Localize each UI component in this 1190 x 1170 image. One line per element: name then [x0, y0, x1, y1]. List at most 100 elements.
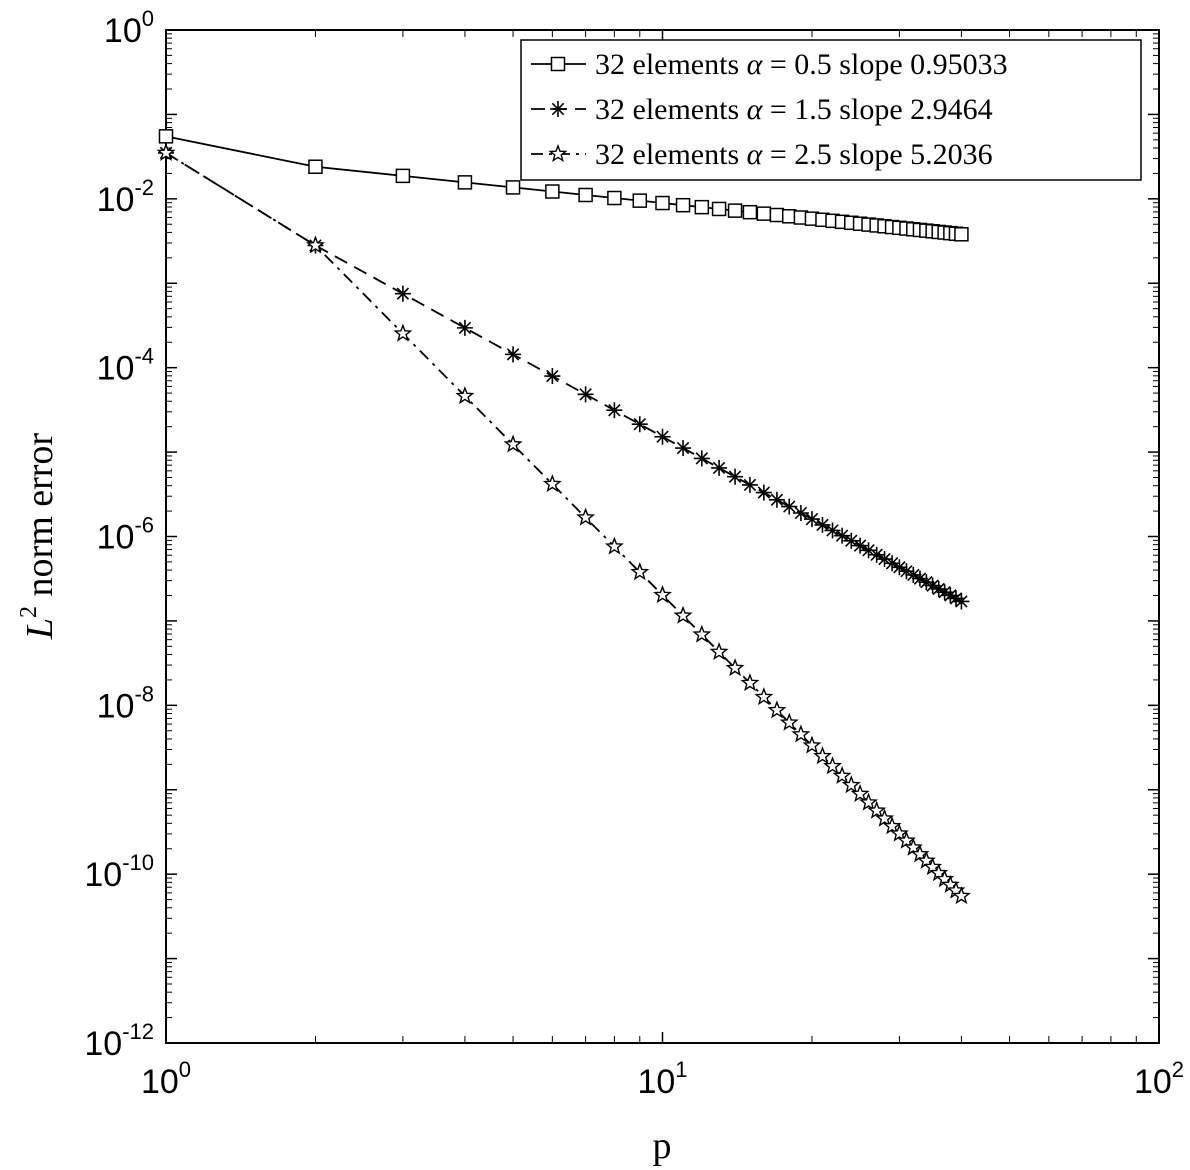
data-point-star: [875, 808, 894, 827]
data-point-star: [767, 700, 787, 719]
data-point-square: [308, 159, 323, 174]
y-axis-label-text: norm error: [19, 433, 61, 597]
data-point-asterisk: [550, 101, 566, 117]
data-point-star: [882, 816, 902, 835]
data-point-star: [740, 673, 760, 692]
data-point-asterisk: [711, 459, 728, 476]
data-point-star: [812, 746, 832, 765]
series-line: [165, 152, 962, 603]
data-point-star: [393, 323, 413, 342]
y-tick-labels: 100 10-2 10-4 10-6 10-8 10-10 10-12: [84, 6, 154, 1063]
data-point-asterisk: [834, 527, 851, 544]
data-point-star: [673, 605, 693, 624]
data-point-square: [675, 197, 691, 213]
data-point-asterisk: [768, 491, 785, 508]
data-point-asterisk: [727, 468, 744, 485]
data-point-star: [455, 386, 475, 405]
data-point-square: [607, 190, 622, 206]
data-point-square: [694, 199, 710, 215]
legend-label: 32 elements α = 0.5 slope 0.95033: [595, 48, 1008, 81]
data-point-star: [576, 507, 596, 526]
data-point-asterisk: [631, 416, 648, 433]
data-point-star: [754, 687, 774, 706]
series-1: [158, 129, 969, 242]
data-point-square: [550, 56, 566, 72]
y-axis-label-group: L2 norm error: [16, 433, 61, 641]
data-point-asterisk: [852, 537, 869, 554]
legend-label: 32 elements α = 1.5 slope 2.9464: [595, 93, 993, 126]
data-point-star: [630, 562, 650, 581]
data-point-star: [503, 434, 523, 453]
major-ticks: [165, 29, 1160, 1044]
data-point-asterisk: [891, 559, 908, 576]
data-point-asterisk: [456, 319, 473, 336]
data-point-asterisk: [755, 484, 772, 501]
data-point-square: [578, 187, 593, 203]
x-axis-label: p: [653, 1125, 672, 1167]
plot-area: [165, 29, 1160, 1044]
y-tick-label: 100: [104, 6, 154, 50]
x-tick-label: 101: [637, 1057, 687, 1101]
data-point-square: [395, 168, 411, 184]
data-point-star: [859, 792, 879, 811]
data-point-square: [505, 180, 521, 195]
data-point-square: [954, 227, 969, 242]
data-point-asterisk: [781, 498, 798, 515]
legend-box: [520, 39, 1142, 181]
x-tick-label: 102: [1134, 1057, 1184, 1101]
y-axis-label-math: L: [19, 618, 61, 640]
data-point-star: [725, 658, 745, 677]
data-point-square: [655, 195, 670, 211]
y-tick-label: 10-8: [97, 681, 154, 725]
data-point-asterisk: [654, 428, 671, 445]
data-point-asterisk: [792, 505, 809, 522]
data-point-asterisk: [741, 476, 758, 493]
data-point-asterisk: [544, 368, 561, 385]
data-point-asterisk: [606, 402, 623, 419]
data-point-star: [896, 830, 916, 849]
data-point-square: [632, 193, 648, 208]
data-point-star: [867, 800, 887, 819]
data-point-star: [305, 235, 325, 254]
data-point-star: [850, 784, 870, 803]
data-point-star: [156, 142, 176, 161]
data-point-square: [457, 175, 473, 190]
series-group: [156, 129, 971, 905]
data-point-star: [542, 474, 562, 493]
data-point-star: [709, 642, 729, 661]
data-point-star: [832, 765, 852, 784]
data-point-asterisk: [577, 386, 594, 403]
x-tick-labels: 100 101 102: [141, 1057, 1184, 1101]
data-point-asterisk: [675, 440, 692, 457]
data-point-square: [742, 204, 758, 220]
data-point-asterisk: [693, 450, 710, 467]
legend-label: 32 elements α = 2.5 slope 5.2036: [595, 138, 993, 171]
data-point-square: [727, 203, 743, 218]
data-point-square: [545, 184, 560, 199]
series-3: [156, 142, 971, 905]
data-point-star: [779, 712, 799, 731]
data-point-asterisk: [953, 593, 970, 610]
data-point-asterisk: [843, 532, 860, 549]
y-tick-label: 10-12: [84, 1019, 154, 1063]
data-point-asterisk: [394, 285, 411, 302]
y-tick-label: 10-4: [97, 344, 154, 388]
legend-entry-3: 32 elements α = 2.5 slope 5.2036: [531, 138, 993, 171]
data-point-asterisk: [860, 542, 877, 559]
data-point-star: [604, 536, 624, 555]
legend: 32 elements α = 0.5 slope 0.95033 32 elem…: [520, 39, 1142, 181]
data-point-star: [823, 756, 842, 775]
y-tick-label: 10-2: [97, 175, 154, 219]
minor-ticks: [166, 30, 1159, 1043]
data-point-star: [951, 886, 971, 905]
data-point-square: [756, 206, 772, 221]
data-point-star: [841, 775, 861, 794]
legend-entry-1: 32 elements α = 0.5 slope 0.95033: [531, 48, 1008, 81]
data-point-star: [903, 837, 923, 856]
data-point-star: [548, 144, 568, 163]
data-point-star: [653, 585, 672, 604]
y-tick-label: 10-6: [97, 513, 154, 557]
data-point-square: [769, 207, 785, 223]
